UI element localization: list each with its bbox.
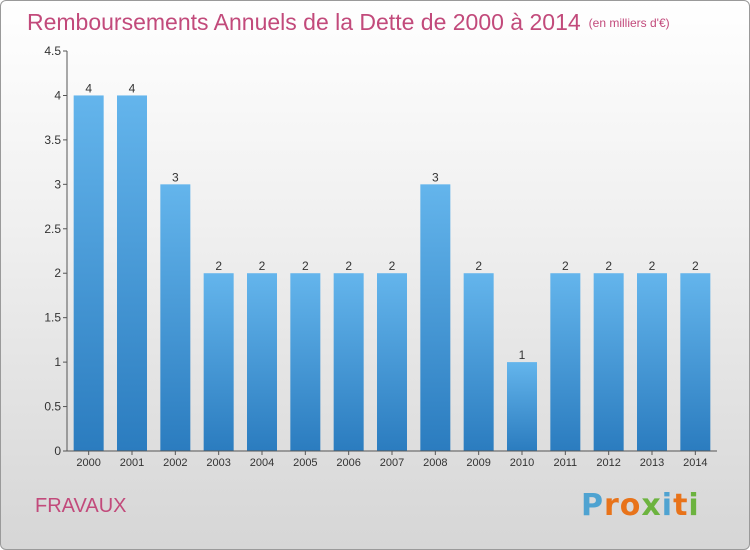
x-tick-label-2013: 2013 xyxy=(640,457,664,469)
bar-2008 xyxy=(420,184,451,452)
chart-subtitle: (en milliers d'€) xyxy=(588,16,670,30)
data-label-2010: 1 xyxy=(519,348,526,362)
x-tick-label-2012: 2012 xyxy=(596,457,620,469)
bar-2013 xyxy=(637,273,667,451)
x-tick-label-2001: 2001 xyxy=(120,457,144,469)
data-label-2006: 2 xyxy=(345,259,352,273)
logo-letter: i xyxy=(661,488,674,523)
data-label-2008: 3 xyxy=(432,170,439,184)
data-label-2004: 2 xyxy=(259,259,266,273)
data-label-2014: 2 xyxy=(692,259,699,273)
data-label-2011: 2 xyxy=(562,259,569,273)
bar-2002 xyxy=(160,184,191,452)
chart-title: Remboursements Annuels de la Dette de 20… xyxy=(27,9,670,36)
x-tick-label-2005: 2005 xyxy=(293,457,317,469)
logo-letter: i xyxy=(688,488,700,523)
logo-letter: r xyxy=(604,488,620,523)
y-tick-label: 0 xyxy=(54,444,61,458)
logo-letter: x xyxy=(641,488,662,523)
bar-2009 xyxy=(463,273,494,451)
chart-title-text: Remboursements Annuels de la Dette de 20… xyxy=(27,9,581,35)
data-label-2001: 4 xyxy=(129,81,136,95)
x-axis: 2000 2001 2002 2003 2004 2005 2006 2007 2008 2009… xyxy=(67,450,717,469)
x-tick-label-2008: 2008 xyxy=(423,457,447,469)
bar-2003 xyxy=(203,273,234,451)
y-tick-label: 3 xyxy=(54,177,61,191)
x-tick-label-2000: 2000 xyxy=(76,457,100,469)
bar-2001 xyxy=(117,95,147,451)
y-axis: 0 0.5 1 1.5 2 2.5 3 3.5 4 4.5 xyxy=(44,44,68,458)
x-tick-label-2011: 2011 xyxy=(554,457,578,469)
data-label-2012: 2 xyxy=(605,259,612,273)
logo-letter: t xyxy=(673,488,689,523)
data-label-2003: 2 xyxy=(215,259,222,273)
bar-2014 xyxy=(680,273,711,451)
data-label-2013: 2 xyxy=(649,259,656,273)
data-label-2000: 4 xyxy=(85,81,92,95)
y-tick-label: 2.5 xyxy=(44,222,61,236)
x-tick-label-2007: 2007 xyxy=(380,457,404,469)
data-label-2002: 3 xyxy=(172,170,179,184)
bar-2011 xyxy=(550,273,581,451)
y-tick-label: 2 xyxy=(54,266,61,280)
x-tick-label-2002: 2002 xyxy=(163,457,187,469)
x-tick-label-2014: 2014 xyxy=(683,457,707,469)
x-tick-label-2009: 2009 xyxy=(466,457,490,469)
bars: 4 4 3 2 2 2 2 2 3 2 1 2 2 2 2 xyxy=(73,81,711,452)
y-tick-label: 1.5 xyxy=(44,311,61,325)
x-tick-label-2010: 2010 xyxy=(510,457,534,469)
bar-2007 xyxy=(377,273,407,451)
bar-2000 xyxy=(73,95,104,451)
y-tick-label: 3.5 xyxy=(44,133,61,147)
commune-name: FRAVAUX xyxy=(35,495,127,517)
y-tick-label: 4.5 xyxy=(44,44,61,58)
data-label-2009: 2 xyxy=(475,259,482,273)
bar-2010 xyxy=(507,362,537,451)
y-tick-label: 4 xyxy=(54,88,61,102)
bar-2012 xyxy=(593,273,624,451)
x-tick-label-2006: 2006 xyxy=(336,457,360,469)
logo-letter: P xyxy=(581,488,604,523)
data-label-2007: 2 xyxy=(389,259,396,273)
data-label-2005: 2 xyxy=(302,259,309,273)
y-tick-label: 0.5 xyxy=(44,400,61,414)
bar-2004 xyxy=(247,273,277,451)
y-tick-label: 1 xyxy=(54,355,61,369)
proxiti-logo: Proxiti xyxy=(581,488,700,523)
bar-2005 xyxy=(290,273,321,451)
x-tick-label-2003: 2003 xyxy=(206,457,230,469)
logo-letter: o xyxy=(619,488,642,523)
bar-2006 xyxy=(333,273,364,451)
x-tick-label-2004: 2004 xyxy=(250,457,274,469)
